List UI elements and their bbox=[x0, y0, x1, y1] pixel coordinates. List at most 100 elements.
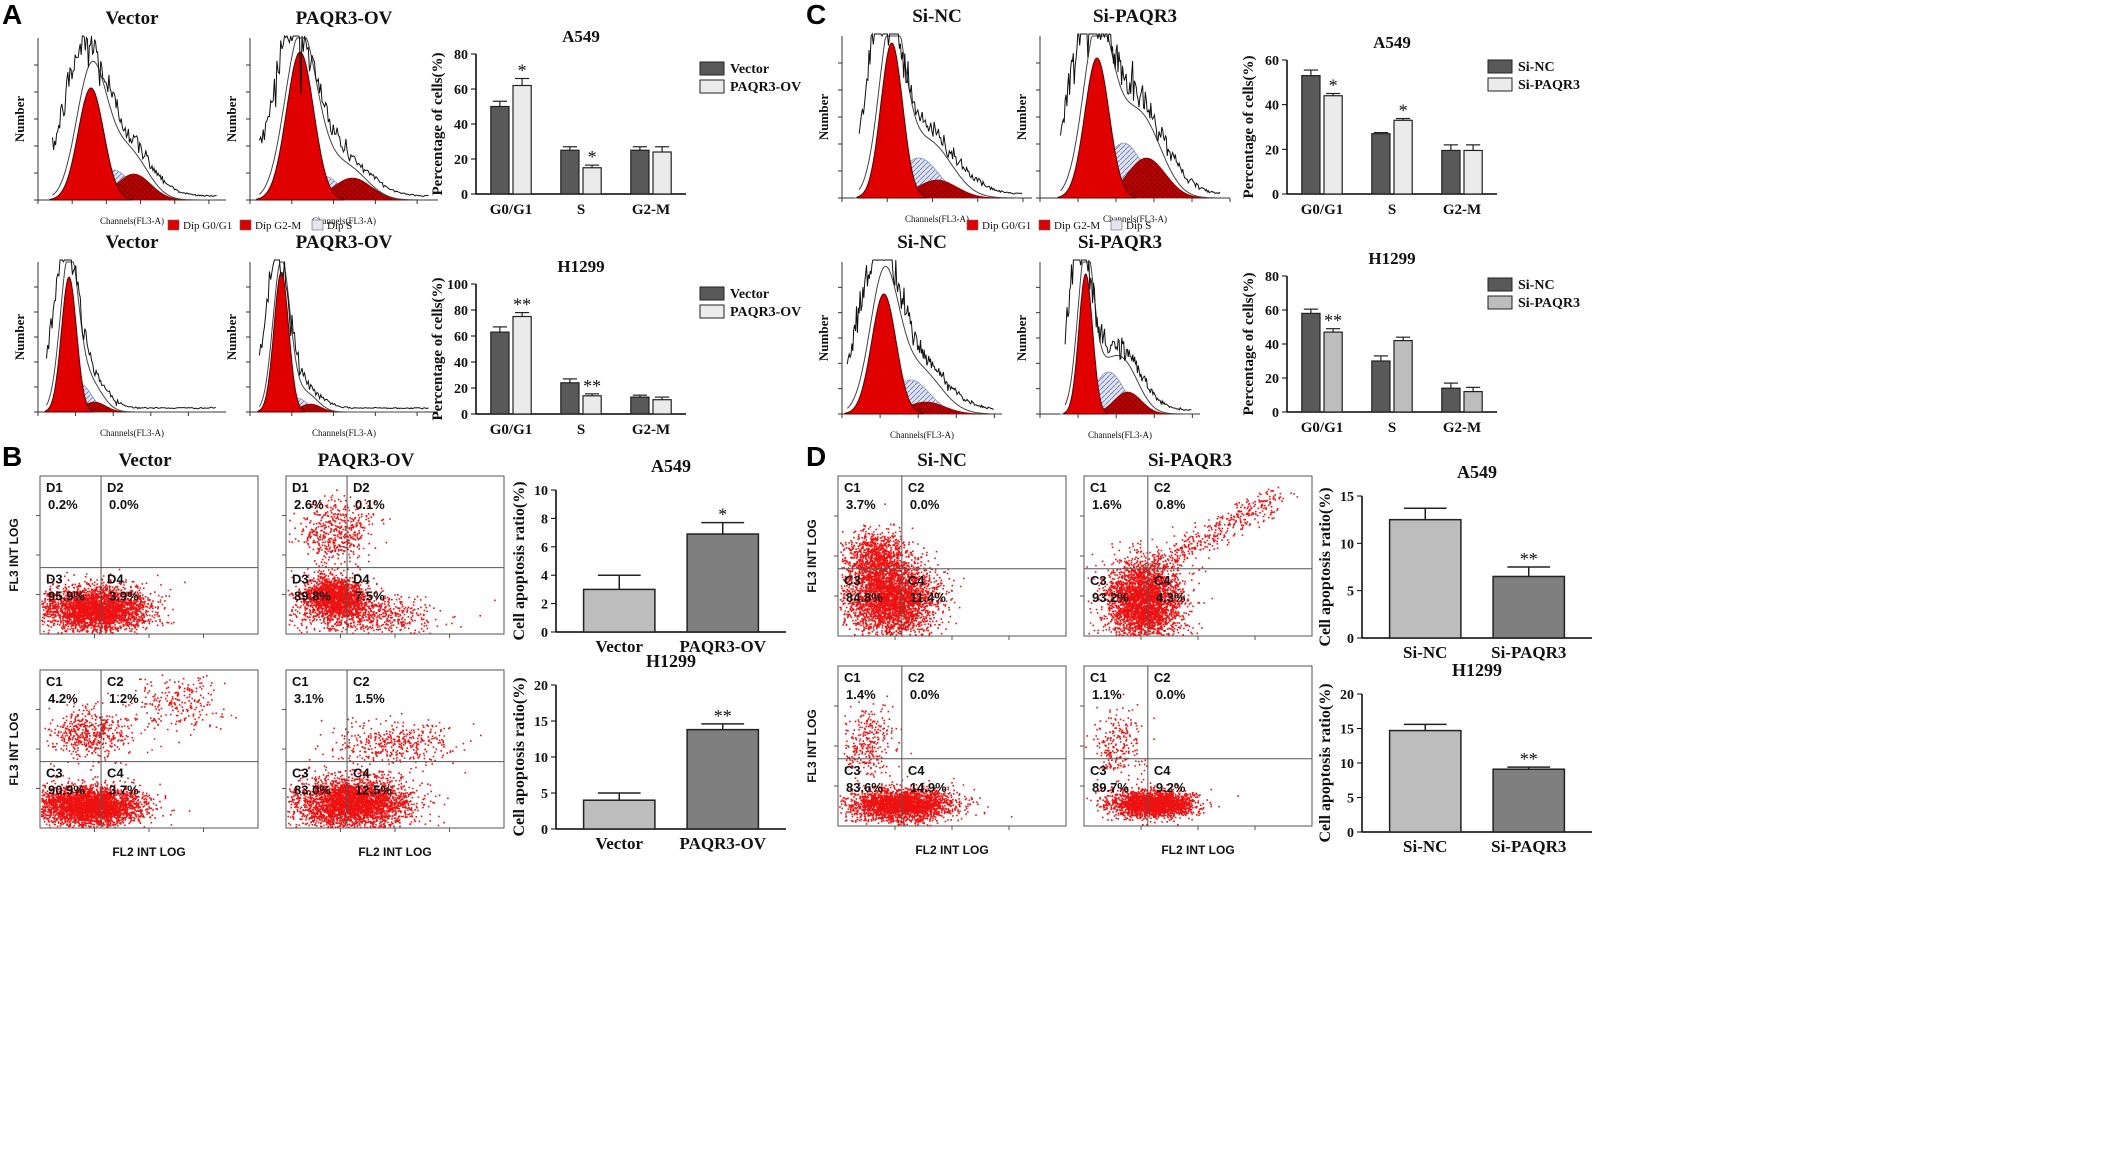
apoptosis-dot-plot: C1 3.1% C2 1.5% C3 83.0% C4 12.5% FL2 INT LOG bbox=[282, 669, 505, 859]
cell-cycle-histogram bbox=[34, 259, 226, 416]
x-tick-label: Vector bbox=[595, 834, 643, 853]
y-tick-label: 20 bbox=[534, 679, 548, 694]
bar bbox=[512, 84, 532, 195]
event-dots bbox=[1086, 486, 1299, 637]
legend-label: Dip G2-M bbox=[255, 220, 301, 232]
significance-mark: * bbox=[518, 61, 527, 81]
legend-swatch bbox=[1487, 277, 1513, 292]
flow-x-label: Channels(FL3-A) bbox=[1103, 214, 1167, 224]
legend-swatch bbox=[1487, 59, 1513, 74]
quadrant-percent: 0.1% bbox=[355, 497, 385, 512]
quadrant-percent: 12.5% bbox=[355, 783, 392, 798]
dotplot-title: Vector bbox=[118, 450, 172, 471]
quadrant-percent: 7.5% bbox=[355, 589, 385, 604]
y-tick-label: 10 bbox=[1340, 757, 1354, 772]
quadrant-id: C1 bbox=[844, 670, 861, 685]
bar bbox=[1388, 518, 1462, 639]
y-axis-label: Percentage of cells(%) bbox=[1241, 56, 1257, 199]
flow-y-label: Number bbox=[816, 94, 831, 140]
chart-title: H1299 bbox=[1452, 660, 1502, 680]
dip-g0g1-peak bbox=[44, 276, 94, 413]
apoptosis-dot-plot: D1 2.6% D2 0.1% D3 89.8% D4 7.5% bbox=[282, 475, 505, 638]
legend-label: Dip S bbox=[1126, 220, 1151, 232]
legend-label: Dip G0/G1 bbox=[183, 220, 232, 232]
significance-mark: ** bbox=[1324, 311, 1342, 331]
quadrant-percent: 4.2% bbox=[48, 691, 78, 706]
event-dots bbox=[839, 695, 1013, 827]
flow-y-label: Number bbox=[224, 96, 239, 142]
legend-swatch bbox=[1487, 77, 1513, 92]
raw-histogram bbox=[52, 35, 217, 197]
y-tick-label: 40 bbox=[1265, 99, 1279, 114]
quadrant-percent: 3.7% bbox=[109, 783, 139, 798]
fl2-axis-label: FL2 INT LOG bbox=[112, 845, 185, 859]
quadrant-percent: 3.7% bbox=[846, 497, 876, 512]
flow-title: Si-PAQR3 bbox=[1093, 6, 1177, 27]
x-tick-label: G0/G1 bbox=[490, 202, 533, 218]
y-tick-label: 15 bbox=[534, 715, 548, 730]
fl3-axis-label: FL3 INT LOG bbox=[7, 518, 21, 591]
legend-swatch bbox=[311, 219, 324, 231]
raw-histogram bbox=[258, 34, 429, 198]
bar bbox=[1463, 391, 1483, 413]
legend-swatch bbox=[966, 219, 979, 231]
chart-title: A549 bbox=[651, 456, 691, 476]
panel-label-b: B bbox=[2, 441, 22, 472]
apoptosis-dot-plot: C1 3.7% C2 0.0% C3 84.8% C4 11.4% FL3 INT LOG bbox=[805, 475, 1067, 640]
quadrant-id: C3 bbox=[1090, 573, 1107, 588]
quadrant-percent: 84.8% bbox=[846, 590, 883, 605]
flow-x-label: Channels(FL3-A) bbox=[100, 216, 164, 226]
bar bbox=[1492, 768, 1566, 833]
x-tick-label: Si-NC bbox=[1403, 643, 1447, 662]
bar bbox=[582, 799, 656, 830]
raw-histogram bbox=[858, 32, 1023, 195]
quadrant-percent: 90.9% bbox=[48, 783, 85, 798]
x-tick-label: PAQR3-OV bbox=[679, 637, 766, 656]
raw-histogram bbox=[258, 259, 429, 410]
plot-frame bbox=[1083, 665, 1313, 827]
bar bbox=[560, 382, 580, 415]
grouped-bar-chart: H1299 Percentage of cells(%) 0 20 40 60 80 100 G… bbox=[430, 257, 801, 438]
raw-histogram bbox=[846, 259, 994, 410]
apoptosis-dot-plot: C1 1.4% C2 0.0% C3 83.6% C4 14.9% FL3 INT LOG FL2… bbox=[805, 665, 1067, 857]
apoptosis-dot-plot: C1 1.1% C2 0.0% C3 89.7% C4 9.2% FL2 INT LOG bbox=[1080, 665, 1313, 857]
y-axis-label: Percentage of cells(%) bbox=[430, 278, 446, 421]
bar bbox=[1323, 331, 1343, 413]
quadrant-percent: 83.0% bbox=[294, 783, 331, 798]
quadrant-percent: 3.1% bbox=[294, 691, 324, 706]
bar bbox=[582, 395, 602, 415]
legend-label: Vector bbox=[730, 287, 769, 302]
chart-title: A549 bbox=[562, 27, 600, 46]
bar bbox=[582, 167, 602, 195]
y-tick-label: 20 bbox=[1340, 688, 1354, 703]
fl3-axis-label: FL3 INT LOG bbox=[7, 712, 21, 785]
legend-label: Dip G2-M bbox=[1054, 220, 1100, 232]
y-tick-label: 2 bbox=[541, 598, 548, 613]
quadrant-id: C2 bbox=[908, 670, 925, 685]
y-tick-label: 0 bbox=[541, 823, 548, 838]
x-tick-label: Si-PAQR3 bbox=[1491, 837, 1566, 856]
quadrant-percent: 0.0% bbox=[109, 497, 139, 512]
bar bbox=[1388, 729, 1462, 833]
y-tick-label: 0 bbox=[541, 626, 548, 641]
flow-y-label: Number bbox=[1014, 94, 1029, 140]
cell-cycle-histogram bbox=[1036, 33, 1231, 202]
x-tick-label: Si-PAQR3 bbox=[1491, 643, 1566, 662]
y-tick-label: 10 bbox=[534, 751, 548, 766]
x-tick-label: PAQR3-OV bbox=[679, 834, 766, 853]
dotplot-title: Si-NC bbox=[917, 450, 967, 471]
quadrant-percent: 95.9% bbox=[48, 589, 85, 604]
dip-g0g1-peak bbox=[1057, 57, 1137, 199]
chart-title: H1299 bbox=[557, 257, 604, 276]
event-dots bbox=[1085, 693, 1239, 826]
y-tick-label: 5 bbox=[1347, 585, 1354, 600]
x-tick-label: G2-M bbox=[1443, 202, 1481, 218]
flow-title: PAQR3-OV bbox=[296, 232, 393, 253]
cell-cycle-histogram bbox=[838, 259, 1002, 418]
quadrant-percent: 89.8% bbox=[294, 589, 331, 604]
dip-g0g1-peak bbox=[844, 293, 924, 415]
flow-y-label: Number bbox=[12, 314, 27, 360]
legend-label: Si-PAQR3 bbox=[1518, 78, 1580, 93]
quadrant-percent: 14.9% bbox=[910, 780, 947, 795]
quadrant-id: C3 bbox=[292, 766, 309, 781]
